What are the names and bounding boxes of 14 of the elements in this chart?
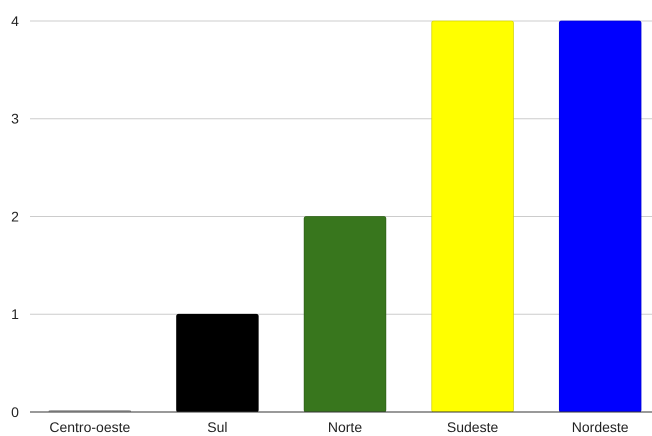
x-tick-label: Centro-oeste xyxy=(49,419,131,435)
bar xyxy=(431,20,514,412)
y-tick-label: 2 xyxy=(11,208,20,224)
y-tick-label: 1 xyxy=(11,306,20,322)
x-tick-label: Sul xyxy=(207,419,228,435)
y-tick-label: 3 xyxy=(11,110,20,127)
x-tick-label: Norte xyxy=(328,419,362,435)
y-tick-label: 0 xyxy=(11,404,20,420)
x-tick-label: Sudeste xyxy=(446,419,498,435)
x-tick-label: Nordeste xyxy=(572,419,629,435)
bar xyxy=(558,20,642,412)
bar xyxy=(304,216,386,412)
bar xyxy=(176,314,259,412)
y-tick-label: 4 xyxy=(11,12,20,29)
